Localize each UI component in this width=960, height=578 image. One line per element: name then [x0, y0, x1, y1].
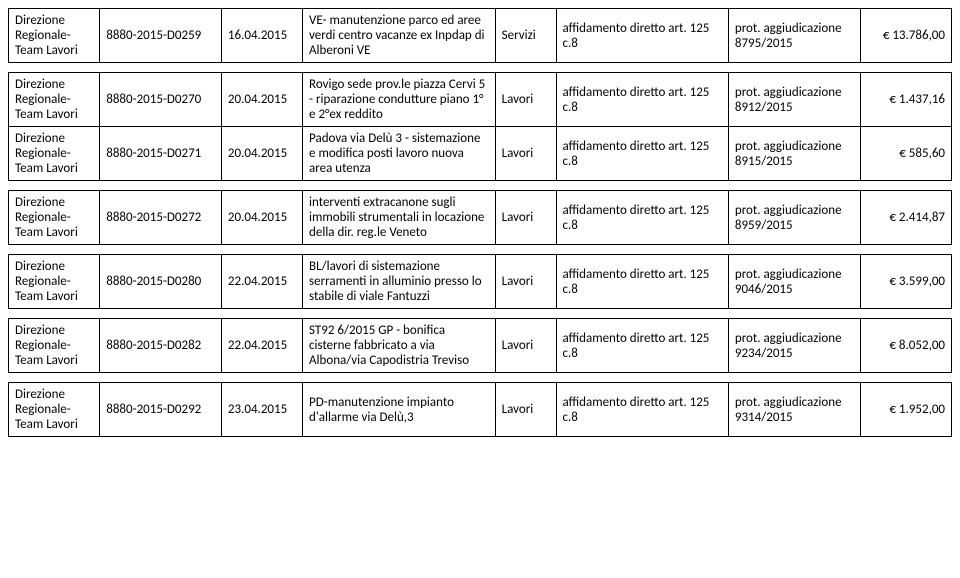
- code-cell: 8880-2015-D0270: [100, 73, 222, 127]
- description-cell: Padova via Delù 3 - sistemazione e modif…: [303, 127, 496, 181]
- amount-cell: € 585,60: [860, 127, 951, 181]
- description-cell: PD-manutenzione impianto d'allarme via D…: [303, 383, 496, 437]
- amount-cell: € 1.437,16: [860, 73, 951, 127]
- table-row: Direzione Regionale-Team Lavori8880-2015…: [9, 255, 952, 309]
- row-gap: [9, 309, 952, 319]
- protocol-cell: prot. aggiudicazione 8959/2015: [728, 191, 860, 245]
- direction-cell: Direzione Regionale-Team Lavori: [9, 383, 100, 437]
- date-cell: 20.04.2015: [221, 191, 302, 245]
- date-cell: 22.04.2015: [221, 255, 302, 309]
- protocol-cell: prot. aggiudicazione 9234/2015: [728, 319, 860, 373]
- description-cell: Rovigo sede prov.le piazza Cervi 5 - rip…: [303, 73, 496, 127]
- law-cell: affidamento diretto art. 125 c.8: [556, 9, 728, 63]
- table-row: Direzione Regionale-Team Lavori8880-2015…: [9, 319, 952, 373]
- table-row: Direzione Regionale-Team Lavori8880-2015…: [9, 191, 952, 245]
- direction-cell: Direzione Regionale-Team Lavori: [9, 191, 100, 245]
- description-cell: BL/lavori di sistemazione serramenti in …: [303, 255, 496, 309]
- protocol-cell: prot. aggiudicazione 9314/2015: [728, 383, 860, 437]
- law-cell: affidamento diretto art. 125 c.8: [556, 73, 728, 127]
- type-cell: Lavori: [495, 191, 556, 245]
- code-cell: 8880-2015-D0282: [100, 319, 222, 373]
- row-gap: [9, 373, 952, 383]
- law-cell: affidamento diretto art. 125 c.8: [556, 255, 728, 309]
- direction-cell: Direzione Regionale-Team Lavori: [9, 9, 100, 63]
- table-row: Direzione Regionale-Team Lavori8880-2015…: [9, 383, 952, 437]
- type-cell: Lavori: [495, 383, 556, 437]
- amount-cell: € 13.786,00: [860, 9, 951, 63]
- law-cell: affidamento diretto art. 125 c.8: [556, 127, 728, 181]
- code-cell: 8880-2015-D0259: [100, 9, 222, 63]
- code-cell: 8880-2015-D0292: [100, 383, 222, 437]
- amount-cell: € 8.052,00: [860, 319, 951, 373]
- date-cell: 23.04.2015: [221, 383, 302, 437]
- code-cell: 8880-2015-D0272: [100, 191, 222, 245]
- description-cell: ST92 6/2015 GP - bonifica cisterne fabbr…: [303, 319, 496, 373]
- law-cell: affidamento diretto art. 125 c.8: [556, 319, 728, 373]
- amount-cell: € 1.952,00: [860, 383, 951, 437]
- protocol-cell: prot. aggiudicazione 9046/2015: [728, 255, 860, 309]
- law-cell: affidamento diretto art. 125 c.8: [556, 191, 728, 245]
- type-cell: Servizi: [495, 9, 556, 63]
- row-gap: [9, 181, 952, 191]
- amount-cell: € 2.414,87: [860, 191, 951, 245]
- date-cell: 16.04.2015: [221, 9, 302, 63]
- direction-cell: Direzione Regionale-Team Lavori: [9, 73, 100, 127]
- procurement-table: Direzione Regionale-Team Lavori8880-2015…: [8, 8, 952, 437]
- table-row: Direzione Regionale-Team Lavori8880-2015…: [9, 127, 952, 181]
- type-cell: Lavori: [495, 73, 556, 127]
- description-cell: interventi extracanone sugli immobili st…: [303, 191, 496, 245]
- code-cell: 8880-2015-D0271: [100, 127, 222, 181]
- date-cell: 20.04.2015: [221, 73, 302, 127]
- protocol-cell: prot. aggiudicazione 8912/2015: [728, 73, 860, 127]
- protocol-cell: prot. aggiudicazione 8795/2015: [728, 9, 860, 63]
- direction-cell: Direzione Regionale-Team Lavori: [9, 255, 100, 309]
- date-cell: 20.04.2015: [221, 127, 302, 181]
- amount-cell: € 3.599,00: [860, 255, 951, 309]
- protocol-cell: prot. aggiudicazione 8915/2015: [728, 127, 860, 181]
- law-cell: affidamento diretto art. 125 c.8: [556, 383, 728, 437]
- code-cell: 8880-2015-D0280: [100, 255, 222, 309]
- table-row: Direzione Regionale-Team Lavori8880-2015…: [9, 73, 952, 127]
- row-gap: [9, 63, 952, 73]
- type-cell: Lavori: [495, 255, 556, 309]
- table-row: Direzione Regionale-Team Lavori8880-2015…: [9, 9, 952, 63]
- date-cell: 22.04.2015: [221, 319, 302, 373]
- type-cell: Lavori: [495, 319, 556, 373]
- description-cell: VE- manutenzione parco ed aree verdi cen…: [303, 9, 496, 63]
- row-gap: [9, 245, 952, 255]
- type-cell: Lavori: [495, 127, 556, 181]
- direction-cell: Direzione Regionale-Team Lavori: [9, 319, 100, 373]
- direction-cell: Direzione Regionale-Team Lavori: [9, 127, 100, 181]
